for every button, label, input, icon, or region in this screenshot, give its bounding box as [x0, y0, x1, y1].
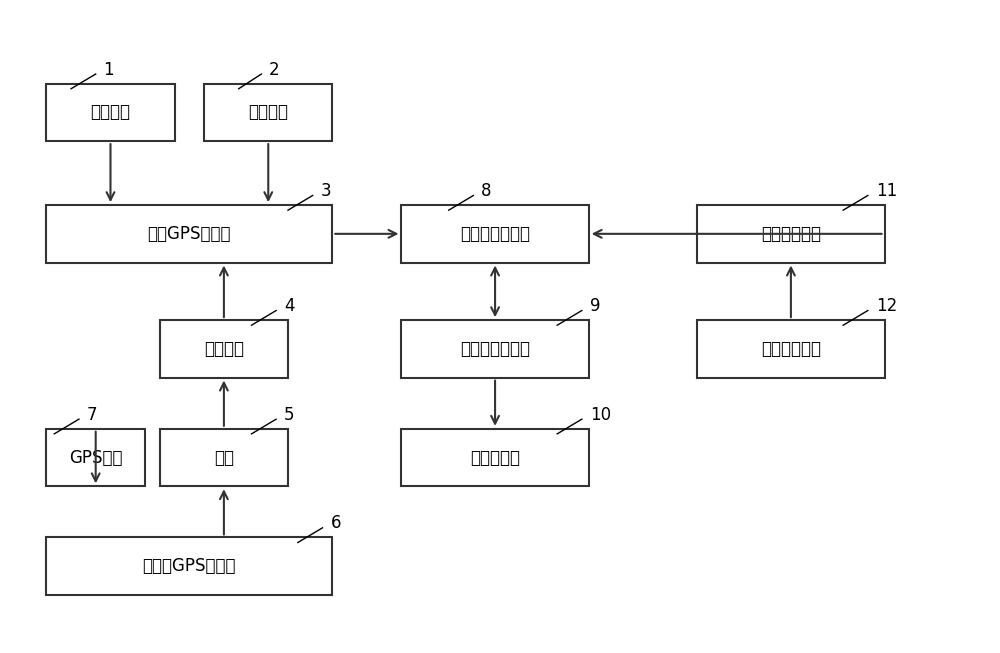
Text: 车载GPS接收机: 车载GPS接收机	[148, 225, 231, 243]
Text: 4: 4	[284, 297, 295, 315]
Text: 8: 8	[481, 182, 492, 200]
Text: 5: 5	[284, 406, 295, 424]
Text: 车载评判计算机: 车载评判计算机	[460, 225, 530, 243]
Text: 9: 9	[590, 297, 600, 315]
Bar	[401, 429, 589, 486]
Text: 基准站GPS接收机: 基准站GPS接收机	[143, 557, 236, 575]
Text: 3: 3	[321, 182, 331, 200]
Bar	[401, 205, 589, 263]
Text: 电台天线: 电台天线	[204, 340, 244, 358]
Text: GPS天线: GPS天线	[69, 449, 122, 466]
Text: 6: 6	[330, 515, 341, 532]
Bar	[697, 205, 885, 263]
Text: 矢量天线: 矢量天线	[90, 103, 130, 121]
Bar	[46, 205, 332, 263]
Text: 控制中心服务器: 控制中心服务器	[460, 340, 530, 358]
Bar	[46, 429, 145, 486]
Bar	[46, 537, 332, 595]
Bar	[401, 320, 589, 377]
Bar	[160, 320, 288, 377]
Text: 安全带传感器: 安全带传感器	[761, 340, 821, 358]
Text: 2: 2	[269, 61, 280, 78]
Bar	[46, 84, 175, 141]
Bar	[160, 429, 288, 486]
Text: 音视频设备: 音视频设备	[470, 449, 520, 466]
Bar	[204, 84, 332, 141]
Text: 11: 11	[876, 182, 897, 200]
Text: 7: 7	[87, 406, 97, 424]
Text: 定位天线: 定位天线	[248, 103, 288, 121]
Text: 电台: 电台	[214, 449, 234, 466]
Text: 12: 12	[876, 297, 897, 315]
Text: 数据采集传输: 数据采集传输	[761, 225, 821, 243]
Text: 1: 1	[104, 61, 114, 78]
Text: 10: 10	[590, 406, 611, 424]
Bar	[697, 320, 885, 377]
